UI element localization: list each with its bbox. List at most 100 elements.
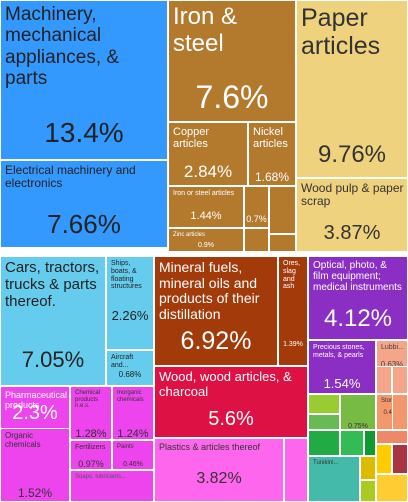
tile-value: 1.52% (17, 486, 53, 500)
treemap-tile-cell-44[interactable] (364, 430, 376, 456)
tile-value: 3.87% (323, 222, 381, 244)
tile-value: 0.49% (377, 410, 407, 416)
treemap-tile-precious-stones-metals-pearls[interactable]: Precious stones, metals, & pearls 1.54% (308, 340, 376, 394)
treemap-tile-fertilizers[interactable]: Fertilizers 0.97% (70, 440, 112, 470)
treemap-tile-cell-48[interactable] (376, 444, 392, 474)
treemap-tile-cell-49[interactable] (376, 474, 408, 502)
tile-value: 7.66% (47, 209, 121, 239)
treemap-tile-cell-33[interactable] (284, 438, 308, 502)
tile-label: Soaps, lubricants... (75, 474, 127, 480)
tile-label: Precious stones, metals, & pearls (313, 344, 365, 359)
treemap-tile-zinc-articles[interactable]: Zinc articles 0.9% (168, 228, 244, 252)
treemap-tile-cell-47[interactable] (360, 480, 376, 502)
tile-value: 3.82% (196, 470, 242, 487)
tile-value: 6.92% (180, 327, 252, 355)
tile-label: Ships, boats, & floating structures (111, 260, 142, 291)
treemap-tile-cell-35[interactable] (308, 394, 340, 414)
tile-label: Lubbi... (381, 344, 404, 351)
tile-value: 0.75% (348, 423, 368, 430)
tile-label: Copper articles (173, 126, 210, 151)
tile-label: Cars, tractors, trucks & parts thereof. (5, 259, 100, 310)
treemap-tile-cell-8[interactable] (244, 228, 269, 252)
treemap-tile-mineral-fuels-mineral-oils-and-products-of-their-distillation[interactable]: Mineral fuels, mineral oils and products… (154, 256, 278, 366)
treemap-tile-wood-wood-articles-charcoal[interactable]: Wood, wood articles, & charcoal 5.6% (154, 366, 308, 438)
tile-value: 1.68% (254, 170, 290, 184)
tile-value: 4.12% (323, 305, 393, 332)
treemap-tile-cars-tractors-trucks-parts-thereof[interactable]: Cars, tractors, trucks & parts thereof. 7… (0, 256, 106, 386)
treemap-tile-paints[interactable]: Paints 0.46% (112, 440, 154, 470)
tile-value: 1.44% (190, 210, 222, 222)
treemap-tile-cell-22[interactable] (376, 366, 392, 394)
tile-label: Paints (117, 444, 134, 450)
treemap-tile-organic-chemicals[interactable]: Organic chemicals 1.52% (0, 428, 70, 502)
treemap-tile-iron-or-steel-articles[interactable]: Iron or steel articles 1.44% (168, 186, 244, 228)
tile-value: 0.68% (118, 370, 142, 379)
treemap-tile-cell-6[interactable]: 0.7% (244, 186, 269, 228)
tile-label: Pharmaceutical products (5, 390, 68, 411)
tile-label: Wood, wood articles, & charcoal (159, 369, 292, 399)
treemap-tile-soaps-lubricants[interactable]: Soaps, lubricants... (70, 470, 154, 502)
tile-label: Paper articles (301, 4, 381, 60)
treemap-tile-cell-46[interactable] (360, 456, 376, 480)
treemap-tile-cell-43[interactable] (340, 430, 364, 456)
tile-label: Electrical machinery and electronics (5, 163, 136, 191)
tile-label: Inorganic chemicals (117, 390, 144, 403)
treemap-tile-ships-boats-floating-structures[interactable]: Ships, boats, & floating structures 2.26% (106, 256, 154, 350)
treemap-tile-cell-34[interactable]: 0.75% (340, 394, 376, 430)
tile-value: 0.46% (123, 461, 143, 468)
treemap-tile-optical-photo-film-equipment-medical-instruments[interactable]: Optical, photo, & film equipment; medica… (308, 256, 408, 340)
tile-value: 1.54% (323, 376, 361, 391)
tile-label: Tunikini... (313, 460, 339, 466)
treemap-tile-aircraft-and[interactable]: Aircraft and... 0.68% (106, 350, 154, 386)
treemap-tile-plastics-articles-thereof[interactable]: Plastics & articles thereof 3.82% (154, 438, 284, 502)
tile-label: Stone... (381, 398, 404, 405)
treemap-tile-machinery-mechanical-appliances-parts[interactable]: Machinery, mechanical appliances, & part… (0, 0, 168, 160)
tile-label: Organic chemicals (5, 431, 41, 449)
tile-label: Iron & steel (173, 3, 238, 57)
tile-label: Mineral fuels, mineral oils and products… (159, 259, 260, 323)
tile-value: 0.97% (78, 459, 104, 469)
tile-label: Wood pulp & paper scrap (301, 181, 404, 209)
tile-label: Fertilizers (75, 444, 106, 451)
tile-value: 0.63% (380, 360, 404, 369)
tile-label: Aircraft and... (111, 354, 134, 369)
treemap-tile-wood-pulp-paper-scrap[interactable]: Wood pulp & paper scrap 3.87% (296, 178, 408, 252)
treemap-tile-tunikini[interactable]: Tunikini... (308, 456, 360, 502)
tile-label: Zinc articles (173, 232, 206, 238)
treemap-tile-iron-steel[interactable]: Iron & steel 7.6% (168, 0, 296, 122)
treemap-tile-cell-10[interactable] (269, 234, 296, 252)
treemap-tile-paper-articles[interactable]: Paper articles 9.76% (296, 0, 408, 178)
tile-value: 2.84% (183, 162, 233, 181)
treemap-tile-cell-36[interactable] (308, 414, 340, 430)
tile-value: 5.6% (208, 408, 254, 430)
treemap-tile-inorganic-chemicals[interactable]: Inorganic chemicals 1.24% (112, 386, 154, 440)
treemap-tile-cell-9[interactable] (269, 186, 296, 234)
treemap-tile-chemical-products-n-e-s[interactable]: Chemical products n.e.s. 1.28% (70, 386, 112, 440)
treemap-tile-ores-slag-and-ash[interactable]: Ores, slag and ash 1.39% (278, 256, 308, 366)
treemap-tile-nickel-articles[interactable]: Nickel articles 1.68% (248, 122, 296, 186)
treemap-tile-copper-articles[interactable]: Copper articles 2.84% (168, 122, 248, 186)
tile-value: 7.05% (21, 347, 85, 372)
treemap-tile-cell-50[interactable] (392, 444, 408, 474)
treemap-tile-cell-41[interactable] (376, 430, 408, 444)
tile-value: 1.39% (283, 341, 303, 348)
tile-value: 2.3% (12, 402, 58, 424)
tile-label: Plastics & articles thereof (159, 442, 261, 452)
tile-label: Optical, photo, & film equipment; medica… (313, 260, 402, 294)
tile-label: Iron or steel articles (173, 190, 235, 197)
tile-label: Ores, slag and ash (283, 260, 301, 291)
treemap-tile-cell-40[interactable] (392, 394, 408, 430)
tile-value: 0.9% (198, 242, 214, 249)
treemap-tile-electrical-machinery-and-electronics[interactable]: Electrical machinery and electronics 7.66… (0, 160, 168, 248)
treemap-tile-cell-23[interactable] (392, 366, 408, 394)
tile-value: 1.28% (75, 428, 107, 440)
tile-value: 2.26% (111, 308, 149, 323)
tile-label: Nickel articles (253, 126, 288, 151)
tile-value: 0.7% (246, 214, 267, 224)
tile-value: 7.6% (195, 79, 269, 115)
tile-value: 9.76% (317, 141, 387, 168)
tile-value: 13.4% (44, 117, 124, 148)
tile-label: Chemical products n.e.s. (75, 390, 101, 410)
treemap-tile-cell-42[interactable] (308, 430, 340, 456)
